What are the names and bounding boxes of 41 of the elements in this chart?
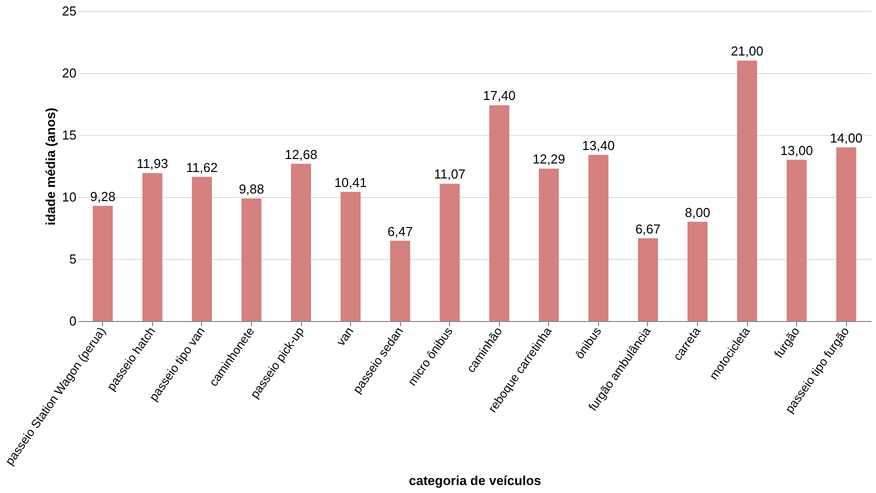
bar: [737, 60, 758, 321]
y-tick-label: 25: [62, 4, 76, 18]
data-label: 14,00: [830, 130, 862, 146]
data-label: 10,41: [334, 174, 367, 190]
bar: [786, 160, 807, 321]
data-label: 13,00: [780, 142, 813, 158]
bar: [688, 222, 708, 321]
bar: [638, 238, 658, 321]
bar: [489, 105, 510, 321]
data-label: 11,62: [186, 160, 218, 175]
data-label: 17,40: [483, 88, 516, 104]
data-label: 9,88: [238, 181, 264, 196]
bar: [291, 164, 312, 321]
y-axis-title: idade média (anos): [43, 108, 58, 226]
y-tick-label: 20: [62, 66, 76, 80]
y-tick-label: 10: [62, 190, 76, 204]
data-label: 11,93: [136, 156, 168, 172]
data-label: 9,28: [90, 188, 116, 204]
data-label: 21,00: [730, 44, 764, 59]
bar: [588, 154, 608, 321]
x-tick-label: van: [334, 324, 356, 348]
data-label: 8,00: [684, 204, 710, 220]
y-tick-label: 0: [69, 314, 76, 328]
data-label: 13,40: [582, 138, 615, 153]
y-tick-label: 5: [69, 252, 76, 266]
data-label: 12,29: [532, 152, 566, 167]
data-label: 6,67: [635, 221, 661, 236]
data-label: 11,07: [434, 166, 466, 182]
bar: [142, 173, 162, 321]
bar: [390, 240, 410, 321]
bar: [92, 206, 113, 321]
x-axis-title: categoria de veículos: [408, 473, 542, 488]
data-label: 6,47: [388, 224, 413, 239]
bar: [241, 198, 262, 321]
bar: [340, 192, 361, 321]
data-label: 12,68: [284, 146, 318, 162]
bar: [192, 176, 212, 321]
bar: [440, 184, 460, 321]
bar: [836, 147, 856, 321]
y-tick-label: 15: [62, 128, 76, 142]
bar: [538, 168, 559, 321]
